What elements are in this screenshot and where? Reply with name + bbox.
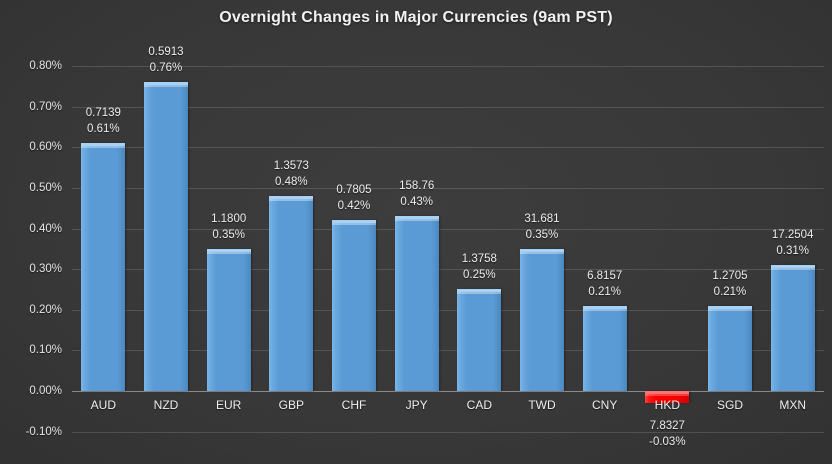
- bar-percent-label: 0.35%: [212, 228, 245, 241]
- bar-group-hkd[interactable]: 7.8327 -0.03% HKD: [636, 0, 699, 464]
- bar-percent-label: 0.48%: [275, 176, 308, 188]
- bar-jpy[interactable]: [394, 216, 439, 391]
- x-axis-label-gbp: GBP: [278, 398, 304, 412]
- y-axis-tick-label: 0.50%: [29, 181, 62, 194]
- gridline: [72, 269, 824, 271]
- bar-percent-label: 0.43%: [400, 196, 433, 209]
- x-axis-label-cad: CAD: [466, 398, 492, 412]
- bar-rate-label: 0.5913: [148, 46, 184, 59]
- y-axis: 0.80% 0.70% 0.60% 0.50% 0.40% 0.30% 0.20% 0.10%…: [0, 0, 72, 464]
- bar-rate-label: 158.76: [399, 180, 435, 193]
- bar-rate-label: 1.1800: [211, 212, 247, 225]
- y-axis-tick-label: 0.70%: [29, 100, 62, 113]
- x-axis-label-nzd: NZD: [153, 398, 179, 412]
- bar-group-eur[interactable]: 1.1800 0.35% EUR: [197, 0, 260, 464]
- bar-cny[interactable]: [582, 305, 627, 391]
- gridline: [72, 431, 824, 433]
- y-axis-tick-label: 0.40%: [29, 222, 62, 235]
- x-axis-label-mxn: MXN: [779, 398, 806, 412]
- bar-percent-label: 0.42%: [337, 200, 371, 213]
- bar-rate-label: 1.2705: [712, 269, 748, 282]
- x-axis-label-chf: CHF: [341, 398, 367, 412]
- chart-title: Overnight Changes in Major Currencies (9…: [219, 9, 613, 26]
- bar-rate-label: 1.3573: [273, 160, 309, 172]
- x-axis-label-eur: EUR: [215, 398, 242, 412]
- bar-group-gbp[interactable]: 1.3573 0.48% GBP: [260, 0, 323, 464]
- y-axis-tick-label: 0.30%: [29, 263, 62, 276]
- y-axis-tick-label: 0.20%: [29, 303, 62, 316]
- bar-rate-label: 7.8327: [649, 420, 685, 432]
- bar-hkd[interactable]: [645, 391, 690, 404]
- bar-chf[interactable]: [331, 220, 376, 391]
- y-axis-tick-label: 0.60%: [29, 141, 62, 154]
- gridline: [72, 228, 824, 230]
- bar-group-nzd[interactable]: 0.5913 0.76% NZD: [135, 0, 198, 464]
- y-axis-tick-label: 0.10%: [29, 344, 62, 357]
- gridline: [72, 309, 824, 311]
- bar-group-cny[interactable]: 6.8157 0.21% CNY: [573, 0, 636, 464]
- x-axis-label-cny: CNY: [591, 398, 618, 412]
- bar-group-jpy[interactable]: 158.76 0.43% JPY: [385, 0, 448, 464]
- x-axis-label-jpy: JPY: [405, 398, 428, 412]
- bar-twd[interactable]: [519, 248, 564, 391]
- bar-percent-label: 0.25%: [463, 269, 496, 282]
- gridline: [72, 66, 824, 67]
- bar-group-sgd[interactable]: 1.2705 0.21% SGD: [699, 0, 762, 464]
- bar-percent-label: 0.31%: [776, 245, 809, 258]
- bar-group-twd[interactable]: 31.681 0.35% TWD: [511, 0, 574, 464]
- bar-percent-label: 0.21%: [713, 285, 747, 298]
- x-axis-label-twd: TWD: [528, 398, 556, 412]
- bar-rate-label: 0.7139: [85, 107, 121, 120]
- bar-rate-label: 6.8157: [587, 269, 623, 282]
- plot-area: [72, 66, 824, 433]
- bar-rate-label: 17.2504: [771, 229, 814, 242]
- bar-sgd[interactable]: [707, 305, 752, 391]
- gridline: [72, 147, 824, 149]
- gridline: [72, 350, 824, 352]
- gridline: [72, 187, 824, 189]
- bar-group-mxn[interactable]: 17.2504 0.31% MXN: [761, 0, 824, 464]
- bar-mxn[interactable]: [770, 265, 815, 391]
- x-axis-label-aud: AUD: [90, 398, 116, 412]
- bar-aud[interactable]: [81, 143, 126, 391]
- bar-group-aud[interactable]: 0.7139 0.61% AUD: [72, 0, 135, 464]
- bar-gbp[interactable]: [269, 196, 314, 391]
- bar-rate-label: 0.7805: [336, 184, 372, 197]
- y-axis-tick-label: 0.80%: [29, 60, 62, 72]
- bar-percent-label: -0.03%: [649, 436, 686, 448]
- bar-percent-label: 0.61%: [87, 123, 120, 136]
- bar-nzd[interactable]: [143, 82, 188, 391]
- bar-rate-label: 31.681: [524, 212, 560, 225]
- x-axis-label-sgd: SGD: [716, 398, 743, 412]
- bar-eur[interactable]: [206, 248, 251, 391]
- bar-group-chf[interactable]: 0.7805 0.42% CHF: [323, 0, 386, 464]
- bar-cad[interactable]: [457, 289, 502, 391]
- bar-rate-label: 1.3758: [461, 253, 497, 266]
- bar-series: 0.7139 0.61% AUD 0.5913 0.76% NZD 1.1800 0.35% E…: [72, 0, 824, 464]
- bar-percent-label: 0.21%: [588, 285, 621, 298]
- y-axis-tick-label: 0.00%: [29, 385, 62, 397]
- bar-group-cad[interactable]: 1.3758 0.25% CAD: [448, 0, 511, 464]
- x-axis-label-hkd: HKD: [654, 398, 680, 412]
- y-axis-tick-label: -0.10%: [25, 425, 62, 438]
- bar-percent-label: 0.35%: [525, 228, 559, 241]
- gridline: [72, 391, 824, 392]
- gridline: [72, 106, 824, 108]
- bar-percent-label: 0.76%: [149, 62, 183, 75]
